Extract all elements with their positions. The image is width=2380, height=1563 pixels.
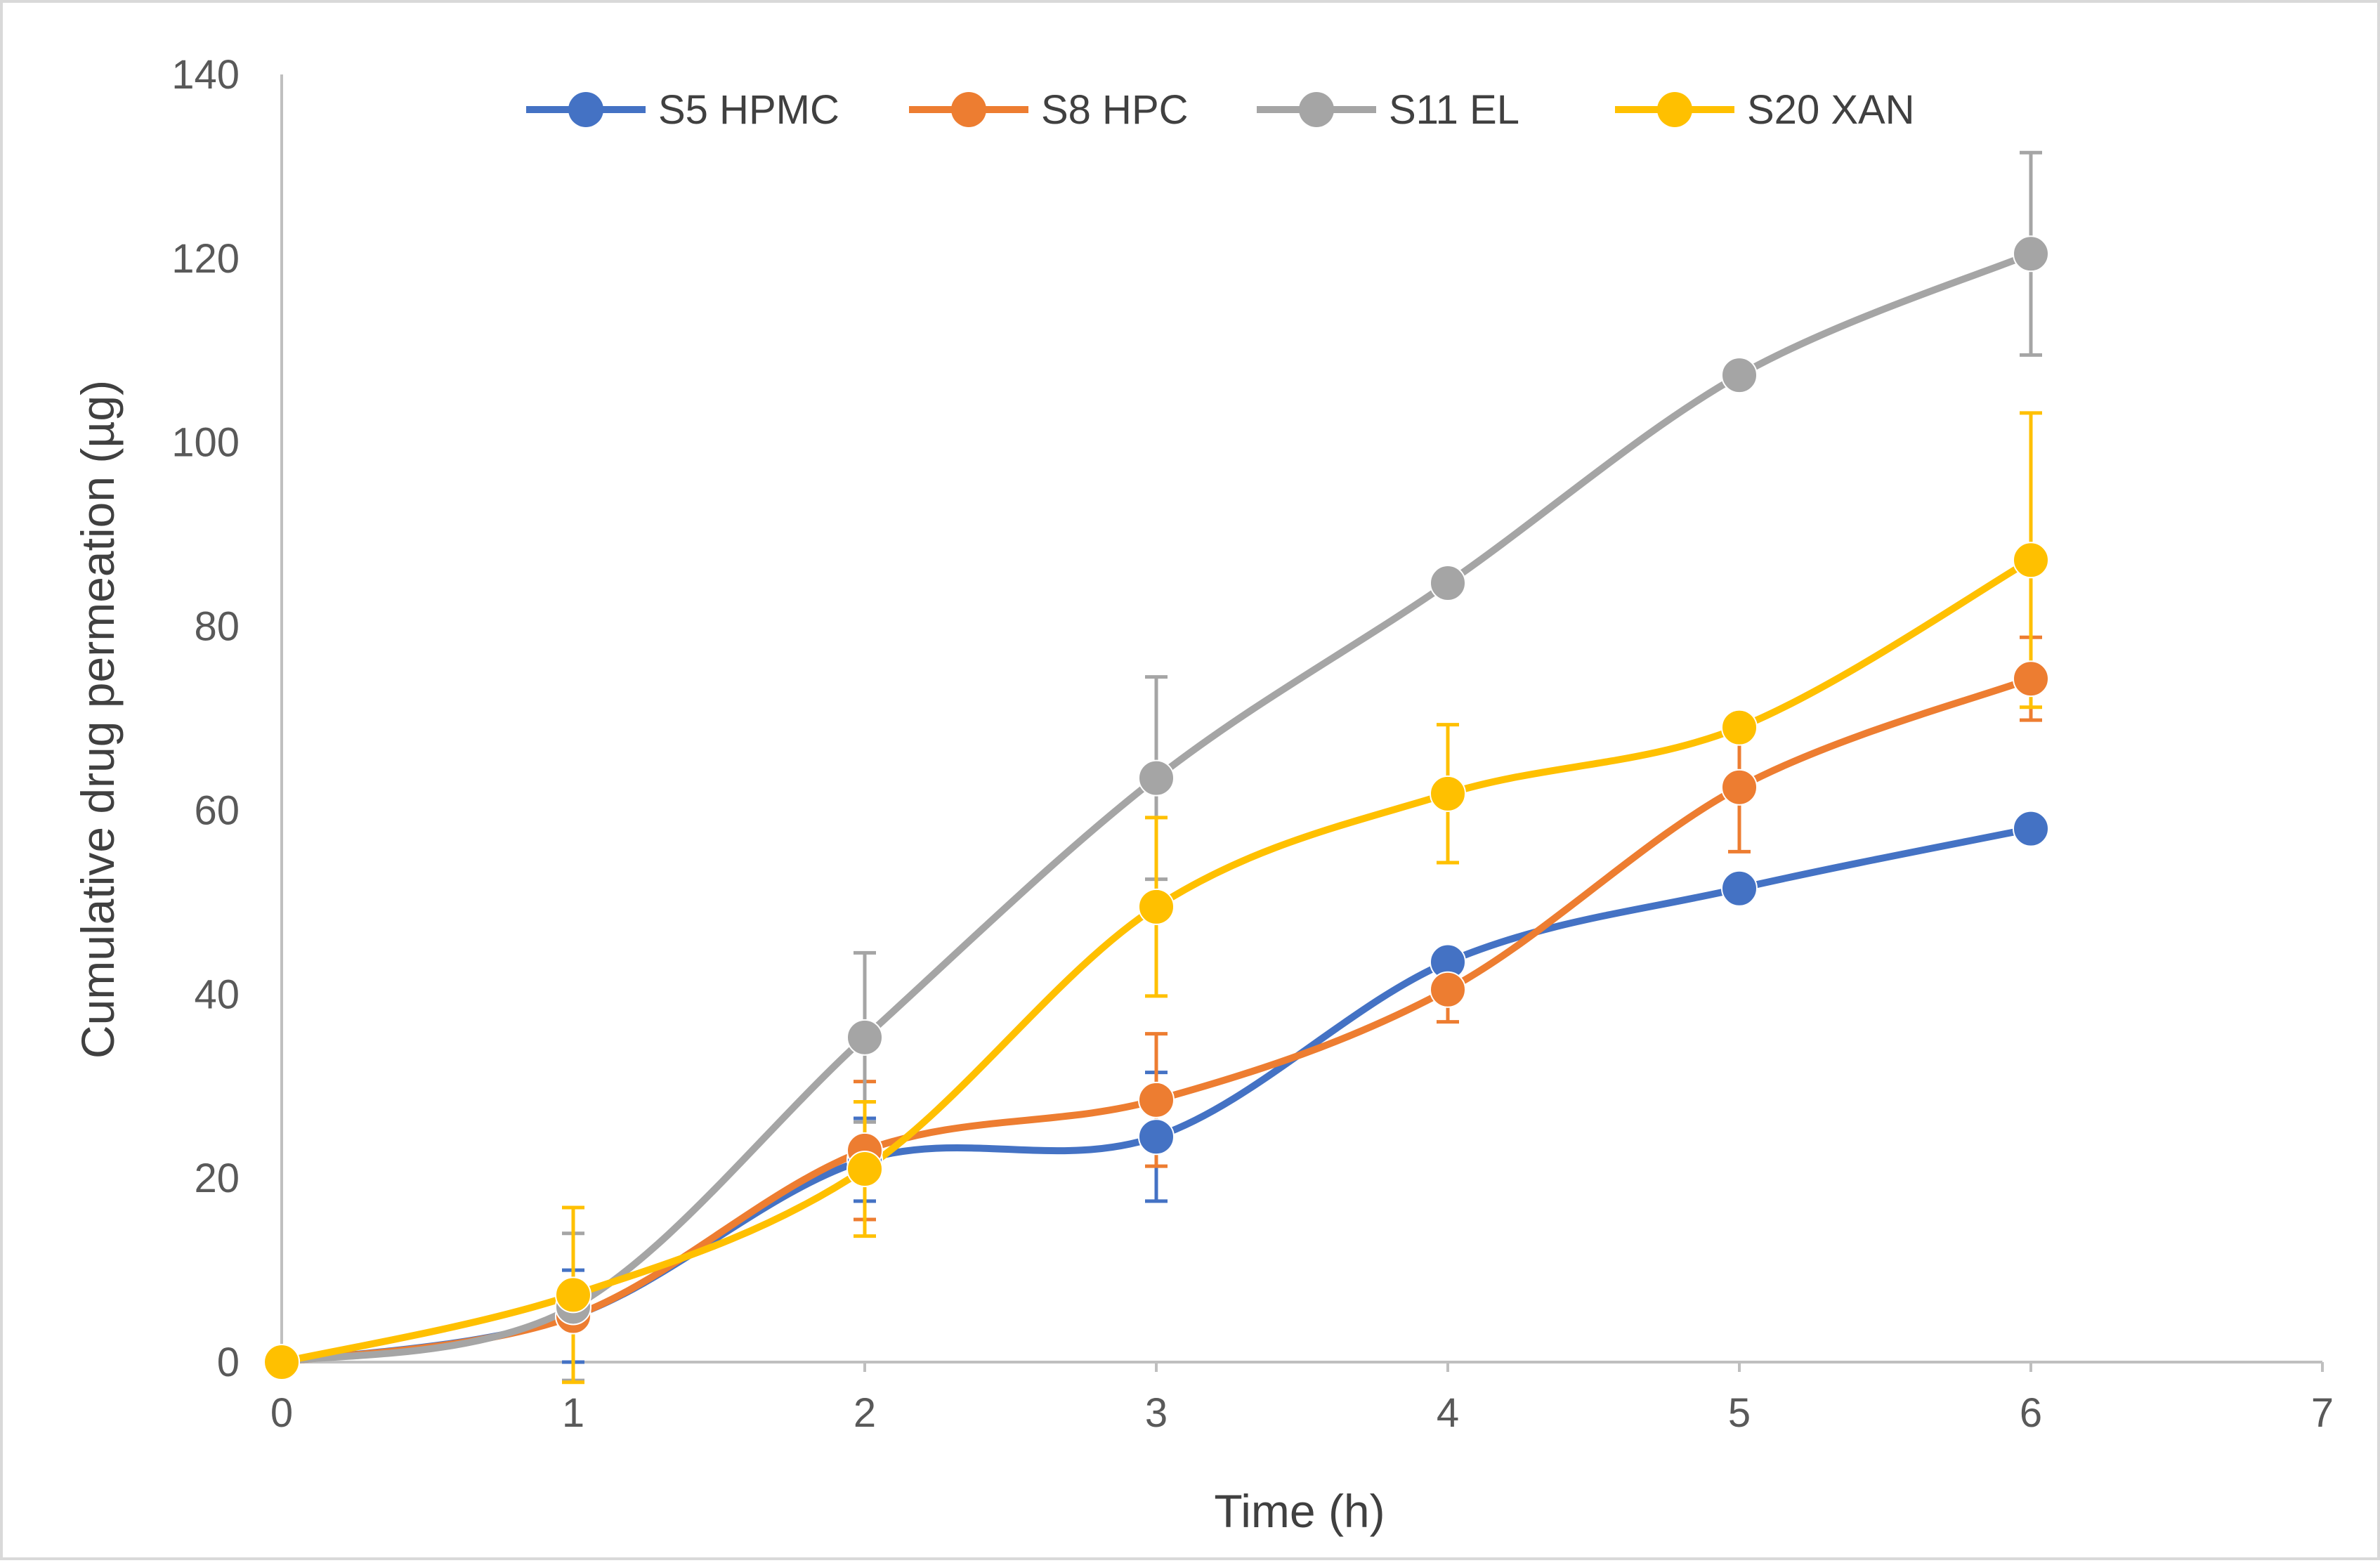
y-tick-label: 40 bbox=[194, 972, 240, 1017]
data-point-s8-hpc bbox=[1721, 769, 1758, 806]
legend-item-s11-el: S11 EL bbox=[1257, 87, 1519, 133]
data-point-s8-hpc bbox=[1430, 971, 1466, 1008]
axes-group: 0 1 2 3 4 5 6 7 0 20 40 60 80 100 120 140 bbox=[171, 52, 2334, 1436]
x-tick-label: 0 bbox=[270, 1390, 293, 1436]
line-chart: 0 1 2 3 4 5 6 7 0 20 40 60 80 100 120 140 S5 HPMC S8 HPC… bbox=[72, 52, 2334, 1537]
data-point-s8-hpc bbox=[2013, 660, 2049, 698]
y-tick-label: 120 bbox=[171, 236, 240, 282]
data-point-s20-xan bbox=[1721, 709, 1758, 746]
legend-swatch-marker bbox=[568, 92, 603, 127]
legend-label: S20 XAN bbox=[1747, 87, 1915, 133]
legend-item-s20-xan: S20 XAN bbox=[1615, 87, 1915, 133]
legend-label: S5 HPMC bbox=[658, 87, 839, 133]
legend-swatch-marker bbox=[1657, 92, 1692, 127]
legend-item-s8-hpc: S8 HPC bbox=[909, 87, 1189, 133]
y-tick-label: 80 bbox=[194, 604, 240, 650]
legend-label: S8 HPC bbox=[1041, 87, 1189, 133]
data-point-s11-el bbox=[2013, 235, 2049, 273]
x-tick-label: 7 bbox=[2311, 1390, 2334, 1436]
y-tick-label: 140 bbox=[171, 52, 240, 98]
x-tick-label: 2 bbox=[854, 1390, 876, 1436]
x-tick-label: 5 bbox=[1728, 1390, 1751, 1436]
y-axis-title: Cumulative drug permeation (µg) bbox=[72, 380, 124, 1059]
data-point-s20-xan bbox=[846, 1151, 883, 1188]
data-point-s5-hpmc bbox=[2013, 810, 2049, 847]
data-point-s5-hpmc bbox=[1721, 870, 1758, 907]
data-point-s20-xan bbox=[2013, 542, 2049, 579]
y-tick-label: 20 bbox=[194, 1156, 240, 1201]
markers-group bbox=[263, 235, 2049, 1380]
data-point-s8-hpc bbox=[1138, 1081, 1175, 1118]
legend-label: S11 EL bbox=[1389, 87, 1519, 133]
x-tick-label: 6 bbox=[2020, 1390, 2042, 1436]
legend: S5 HPMC S8 HPC S11 EL S20 XAN bbox=[526, 87, 1915, 133]
x-axis-title: Time (h) bbox=[1214, 1485, 1385, 1537]
legend-item-s5-hpmc: S5 HPMC bbox=[526, 87, 839, 133]
y-tick-label: 100 bbox=[171, 420, 240, 466]
legend-swatch-marker bbox=[951, 92, 986, 127]
data-point-s5-hpmc bbox=[1138, 1118, 1175, 1156]
data-point-s20-xan bbox=[1430, 775, 1466, 812]
x-tick-label: 4 bbox=[1437, 1390, 1459, 1436]
data-point-s11-el bbox=[846, 1019, 883, 1056]
y-tick-label: 0 bbox=[217, 1340, 240, 1385]
legend-swatch-marker bbox=[1299, 92, 1334, 127]
x-tick-label: 3 bbox=[1145, 1390, 1168, 1436]
data-point-s11-el bbox=[1138, 759, 1175, 797]
data-point-s20-xan bbox=[555, 1276, 591, 1314]
data-point-s11-el bbox=[1721, 357, 1758, 394]
y-tick-label: 60 bbox=[194, 787, 240, 833]
data-point-s20-xan bbox=[263, 1344, 300, 1380]
data-point-s20-xan bbox=[1138, 888, 1175, 925]
x-tick-label: 1 bbox=[562, 1390, 584, 1436]
data-point-s11-el bbox=[1430, 565, 1466, 602]
